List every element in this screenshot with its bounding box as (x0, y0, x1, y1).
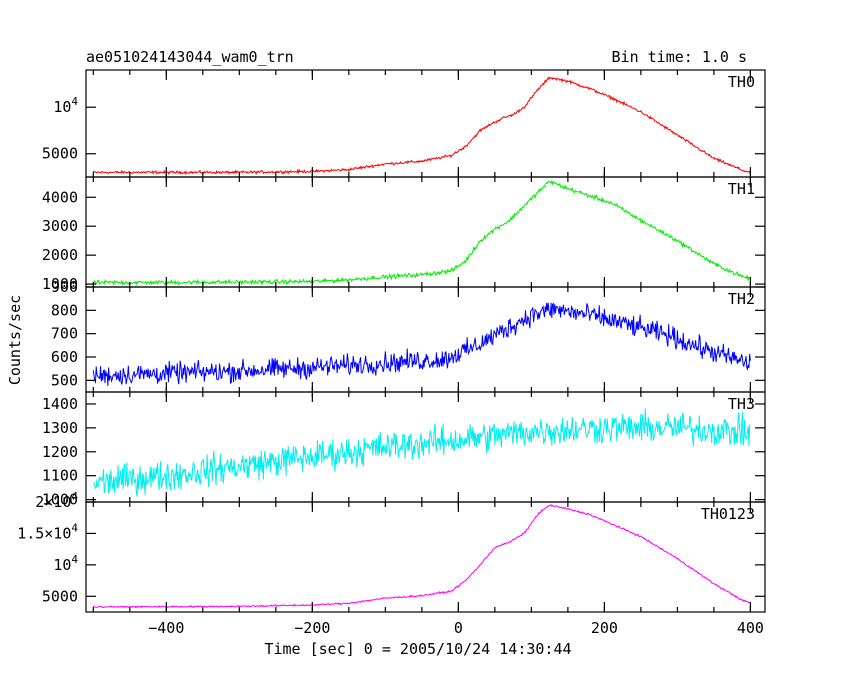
y-tick-label: 3000 (42, 217, 78, 235)
y-tick-label: 1300 (42, 419, 78, 437)
y-tick-label: 5000 (42, 587, 78, 605)
panel-th2: 500 600 700 800 900 TH2 (51, 278, 766, 393)
y-tick-label: 800 (51, 301, 78, 319)
panel-th0123: 5000 104 1.5×104 2×104 TH0123 (17, 490, 766, 613)
panel-name-th1: TH1 (728, 180, 755, 198)
y-tick-label: 700 (51, 325, 78, 343)
x-axis-label: Time [sec] 0 = 2005/10/24 14:30:44 (264, 640, 571, 658)
y-tick-label: 1100 (42, 467, 78, 485)
plot-title: ae051024143044_wam0_trn (86, 48, 294, 66)
bin-time-label: Bin time: 1.0 s (612, 48, 747, 66)
panel-name-th0: TH0 (728, 73, 755, 91)
lightcurve-th2 (92, 302, 751, 386)
x-tick-label: 200 (591, 619, 618, 637)
y-tick-label: 104 (53, 553, 78, 574)
y-tick-label: 500 (51, 371, 78, 389)
y-tick-label: 600 (51, 348, 78, 366)
y-tick-label: 2×104 (35, 490, 78, 511)
x-tick-label: 400 (737, 619, 764, 637)
y-tick-label: 1000 (42, 491, 78, 509)
y-tick-label: 5000 (42, 145, 78, 163)
lightcurve-th0 (92, 76, 751, 176)
lightcurve-th1 (92, 179, 751, 286)
y-tick-label: 2000 (42, 246, 78, 264)
y-tick-label: 1.5×104 (17, 521, 78, 542)
y-tick-label: 104 (53, 95, 78, 116)
lightcurve-th0123 (92, 504, 751, 609)
panel-th1: 1000 2000 3000 4000 TH1 (42, 176, 766, 293)
panel-name-th0123: TH0123 (701, 505, 755, 523)
y-tick-label: 4000 (42, 188, 78, 206)
y-axis-label: Counts/sec (6, 295, 24, 385)
panel-name-th2: TH2 (728, 290, 755, 308)
panel-frame (85, 286, 766, 393)
lightcurve-th3 (92, 408, 751, 497)
panel-th3: 1000 1100 1200 1300 1400 TH3 (42, 391, 766, 509)
x-tick-label: −200 (294, 619, 330, 637)
y-tick-label: 1400 (42, 395, 78, 413)
x-tick-label: 0 (454, 619, 463, 637)
x-tick-label: −400 (148, 619, 184, 637)
y-tick-label: 1200 (42, 443, 78, 461)
panel-frame (85, 501, 766, 613)
panel-th0: 5000 104 TH0 (42, 69, 766, 178)
panel-frame (85, 69, 766, 178)
panel-name-th3: TH3 (728, 395, 755, 413)
y-tick-label: 1000 (42, 275, 78, 293)
y-tick-label: 900 (51, 278, 78, 296)
